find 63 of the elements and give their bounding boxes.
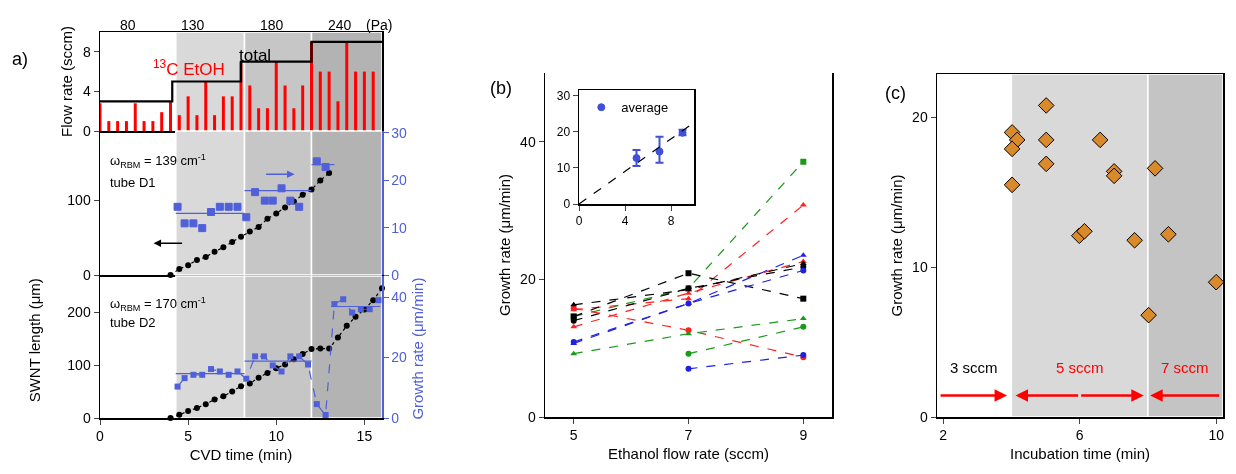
x-tick-label: 6 <box>1075 427 1084 444</box>
annotation: ω$_{RBM}$ = 139 cm$^{-1}$ <box>110 152 206 171</box>
annotation: 180 <box>260 17 284 33</box>
y-tick-label: 0 <box>82 122 91 139</box>
y2-tick-label: 30 <box>391 124 408 141</box>
series-label: $^{13}$C EtOH <box>153 57 225 80</box>
y-tick-label: 10 <box>556 161 571 176</box>
y-tick-label: 30 <box>556 88 571 103</box>
x-tick-label: 5 <box>569 427 578 444</box>
x-tick-label: 2 <box>939 427 948 444</box>
x-axis-title: Ethanol flow rate (sccm) <box>608 445 769 463</box>
y-axis-title: Growth rate (μm/min) <box>887 174 905 317</box>
x-tick-label: 7 <box>684 427 693 444</box>
text: (b) <box>490 78 512 98</box>
y-tick-label: 10 <box>912 259 928 276</box>
x-tick-label: 0 <box>575 213 583 228</box>
annotation: tube D2 <box>110 315 156 330</box>
y-axis-title: Growth rate (μm/min) <box>495 174 513 316</box>
y-axis-title: SWNT length (μm) <box>26 278 44 403</box>
text: (c) <box>885 83 906 103</box>
y2-tick-label: 40 <box>391 289 408 306</box>
x-tick-label: 5 <box>184 428 193 445</box>
y-axis-title: Flow rate (sccm) <box>58 26 76 137</box>
y-tick-label: 0 <box>563 197 571 212</box>
legend-label: average <box>621 100 669 116</box>
series-label: total <box>239 46 272 65</box>
y-tick-label: 20 <box>520 271 536 288</box>
annotation: ω$_{RBM}$ = 170 cm$^{-1}$ <box>110 295 206 314</box>
x-tick-label: 10 <box>1208 427 1225 444</box>
annotation: 80 <box>120 17 136 33</box>
x-axis-title: CVD time (min) <box>189 446 293 464</box>
x-tick-label: 0 <box>96 428 105 445</box>
annotation: 240 <box>328 17 352 33</box>
x-tick-label: 10 <box>268 428 285 445</box>
band-label: 5 sccm <box>1056 359 1104 376</box>
y2-tick-label: 20 <box>391 349 408 366</box>
x-axis-title: Incubation time (min) <box>1009 445 1151 463</box>
y2-tick-label: 0 <box>391 266 400 283</box>
y2-tick-label: 0 <box>391 409 400 426</box>
annotation: 3 sccm <box>950 359 998 376</box>
y-tick-label: 0 <box>82 266 91 283</box>
x-tick-label: 9 <box>799 427 808 444</box>
y-tick-label: 100 <box>67 191 91 208</box>
y-tick-label: 20 <box>912 109 928 126</box>
annotation: (Pa) <box>366 17 393 33</box>
y-tick-label: 0 <box>527 408 536 425</box>
annotation: 130 <box>181 17 205 33</box>
y-tick-label: 0 <box>82 409 91 426</box>
y-tick-label: 8 <box>82 43 91 60</box>
y-tick-label: 40 <box>520 133 536 150</box>
annotation: tube D1 <box>110 175 156 190</box>
y-tick-label: 20 <box>556 124 571 139</box>
x-tick-label: 4 <box>621 213 629 228</box>
y-tick-label: 4 <box>82 83 91 100</box>
x-tick-label: 8 <box>667 213 675 228</box>
y-tick-label: 200 <box>67 303 91 320</box>
x-tick-label: 15 <box>356 428 373 445</box>
y-tick-label: 0 <box>919 408 928 425</box>
y2-axis-title: Growth rate (μm/min) <box>408 277 426 420</box>
band-label: 7 sccm <box>1161 359 1209 376</box>
y2-tick-label: 20 <box>391 172 408 189</box>
y-tick-label: 100 <box>67 356 91 373</box>
text: a) <box>12 49 29 69</box>
